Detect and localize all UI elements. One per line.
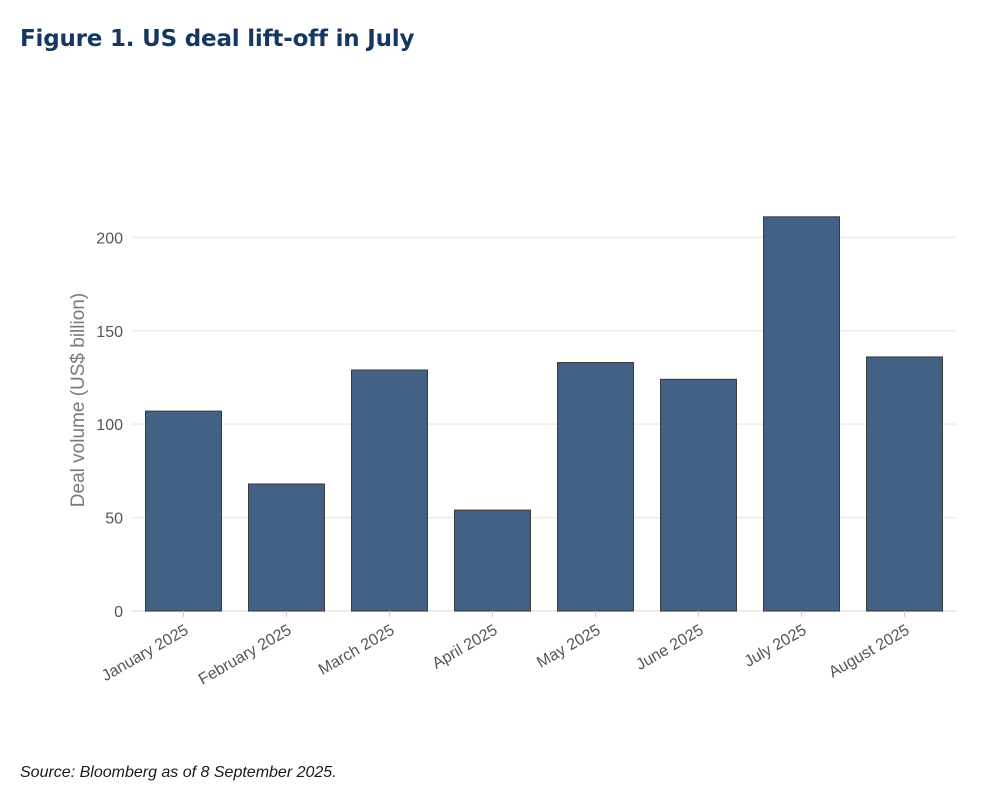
x-tick-label: May 2025 (534, 622, 603, 672)
chart-title: Figure 1. US deal lift-off in July (20, 26, 415, 52)
bar (145, 410, 222, 612)
x-tick-label: January 2025 (99, 622, 192, 685)
x-tick-label: July 2025 (742, 622, 810, 671)
bars (145, 216, 943, 612)
bar (454, 509, 531, 612)
bar (557, 362, 634, 612)
y-axis-title: Deal volume (US$ billion) (68, 293, 89, 507)
bar (351, 369, 428, 612)
bar (763, 216, 840, 612)
y-tick-label: 100 (96, 417, 123, 434)
bar (660, 378, 737, 612)
x-tick-label: June 2025 (633, 622, 706, 674)
y-tick-label: 200 (96, 230, 123, 247)
y-tick-label: 50 (105, 511, 123, 528)
x-tick-label: August 2025 (826, 622, 912, 682)
bar (248, 483, 325, 612)
x-tick-label: March 2025 (316, 622, 398, 679)
source-note: Source: Bloomberg as of 8 September 2025… (20, 764, 337, 781)
x-tick-label: April 2025 (430, 622, 501, 673)
bar (866, 356, 943, 612)
y-tick-label: 150 (96, 324, 123, 341)
x-tick-label: February 2025 (196, 622, 295, 689)
y-tick-label: 0 (114, 604, 123, 621)
